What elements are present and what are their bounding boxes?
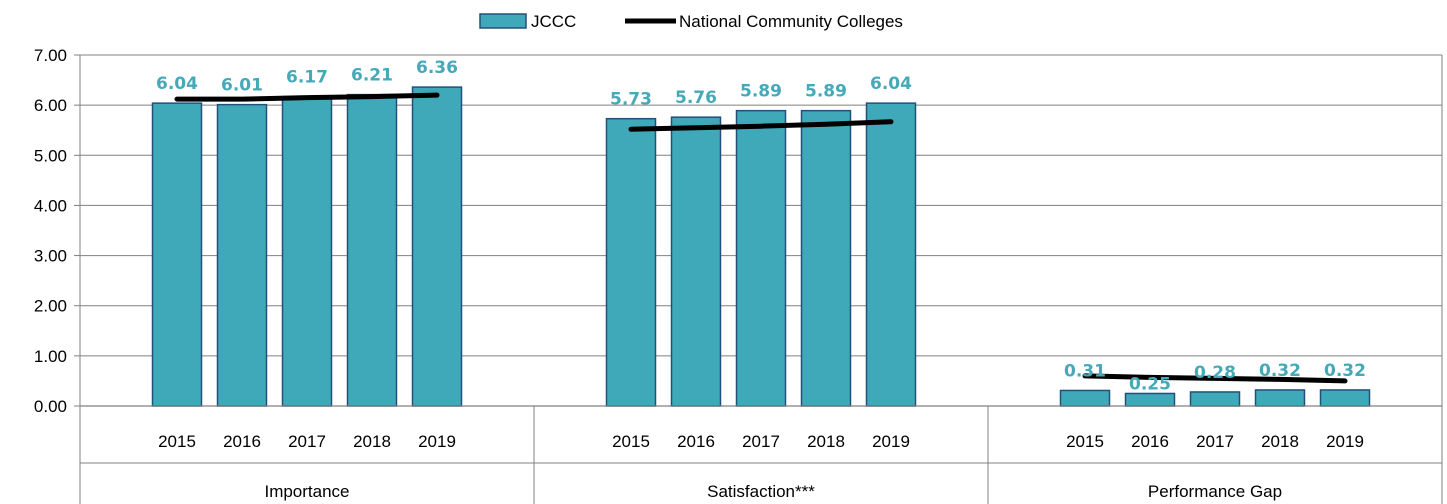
bar xyxy=(1059,389,1111,407)
x-tick-label: 2017 xyxy=(742,432,780,451)
x-tick-label: 2018 xyxy=(353,432,391,451)
x-tick-label: 2016 xyxy=(223,432,261,451)
data-label: 0.32 xyxy=(1324,361,1366,381)
y-tick-label: 7.00 xyxy=(34,46,67,65)
x-tick-label: 2016 xyxy=(1131,432,1169,451)
x-tick-label: 2017 xyxy=(1196,432,1234,451)
x-tick-label: 2017 xyxy=(288,432,326,451)
y-tick-label: 0.00 xyxy=(34,397,67,416)
x-tick-label: 2015 xyxy=(612,432,650,451)
bar xyxy=(865,102,917,407)
group-label: Satisfaction*** xyxy=(707,482,815,501)
data-label: 0.31 xyxy=(1064,361,1106,381)
bar xyxy=(281,95,333,407)
x-tick-label: 2019 xyxy=(872,432,910,451)
y-axis: 0.00 1.00 2.00 3.00 4.00 5.00 6.00 7.00 xyxy=(34,46,81,504)
bars xyxy=(151,86,1371,407)
bar xyxy=(151,102,203,407)
series-lines xyxy=(174,92,1348,384)
data-label: 6.17 xyxy=(286,68,328,88)
bar xyxy=(670,116,722,407)
legend-label-national: National Community Colleges xyxy=(679,12,903,31)
national-line xyxy=(174,92,440,102)
y-tick-label: 2.00 xyxy=(34,297,67,316)
bar xyxy=(1319,389,1371,407)
group-label: Performance Gap xyxy=(1148,482,1282,501)
y-tick-label: 3.00 xyxy=(34,247,67,266)
data-label: 0.32 xyxy=(1259,361,1301,381)
legend-label-jccc: JCCC xyxy=(531,12,576,31)
y-tick-label: 4.00 xyxy=(34,196,67,215)
data-label: 5.76 xyxy=(675,88,717,108)
bar xyxy=(1124,392,1176,407)
group-label: Importance xyxy=(264,482,349,501)
national-line xyxy=(628,119,894,132)
data-label: 6.04 xyxy=(870,74,912,94)
y-tick-label: 1.00 xyxy=(34,347,67,366)
data-labels: 6.04 6.01 6.17 6.21 6.36 5.73 5.76 5.89 5.89 6.04… xyxy=(156,58,1366,394)
data-label: 5.89 xyxy=(805,82,847,102)
y-tick-label: 6.00 xyxy=(34,96,67,115)
x-tick-label: 2015 xyxy=(1066,432,1104,451)
legend: JCCC National Community Colleges xyxy=(479,12,903,31)
legend-swatch-jccc xyxy=(479,13,527,29)
data-label: 6.01 xyxy=(221,76,263,96)
data-label: 0.25 xyxy=(1129,374,1171,394)
bar xyxy=(800,109,852,407)
x-tick-label: 2015 xyxy=(158,432,196,451)
x-tick-label: 2019 xyxy=(1326,432,1364,451)
bar xyxy=(216,103,268,407)
bar xyxy=(1189,391,1241,407)
y-tick-label: 5.00 xyxy=(34,146,67,165)
data-label: 6.36 xyxy=(416,58,458,78)
bar xyxy=(605,117,657,407)
data-label: 0.28 xyxy=(1194,363,1236,383)
bar xyxy=(1254,389,1306,407)
x-tick-label: 2018 xyxy=(807,432,845,451)
bar xyxy=(735,109,787,407)
bar xyxy=(346,93,398,407)
x-tick-label: 2019 xyxy=(418,432,456,451)
data-label: 6.21 xyxy=(351,66,393,86)
bar xyxy=(411,86,463,407)
x-tick-label: 2016 xyxy=(677,432,715,451)
national-line xyxy=(1082,373,1348,384)
data-label: 5.73 xyxy=(610,90,652,110)
x-axis: 2015 2016 2017 2018 2019 Importance 2015 2016 20… xyxy=(80,405,1443,504)
x-tick-label: 2018 xyxy=(1261,432,1299,451)
data-label: 6.04 xyxy=(156,74,198,94)
data-label: 5.89 xyxy=(740,82,782,102)
